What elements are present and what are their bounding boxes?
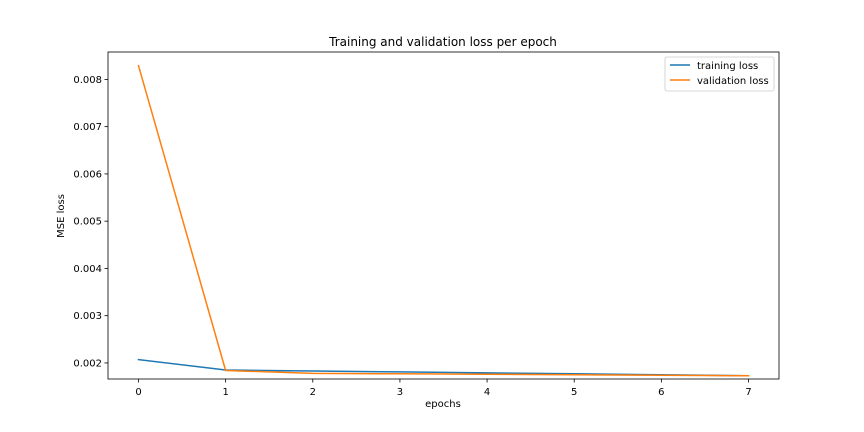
legend-label-validation-loss: validation loss	[697, 76, 769, 87]
series-layer	[137, 64, 750, 377]
series-line-validation-loss	[137, 64, 750, 377]
x-tick-label: 1	[222, 387, 228, 398]
y-axis-label: MSE loss	[56, 194, 67, 238]
y-tick-label: 0.008	[73, 75, 102, 86]
x-axis: 0 1 2 3 4 5 6 7	[135, 379, 752, 398]
x-tick-label: 3	[397, 387, 403, 398]
x-tick-label: 0	[135, 387, 141, 398]
y-tick-label: 0.005	[73, 217, 102, 228]
x-tick-label: 4	[484, 387, 490, 398]
x-tick-label: 7	[745, 387, 751, 398]
x-tick-label: 2	[310, 387, 316, 398]
y-tick-label: 0.004	[73, 264, 102, 275]
legend-box	[664, 56, 775, 92]
chart-title: Training and validation loss per epoch	[328, 35, 557, 49]
x-tick-label: 5	[571, 387, 577, 398]
y-axis: 0.002 0.003 0.004 0.005 0.006 0.007 0.008	[73, 75, 108, 369]
legend-label-training-loss: training loss	[697, 61, 758, 72]
y-tick-label: 0.006	[73, 169, 102, 180]
axes-frame	[107, 51, 780, 380]
legend: training loss validation loss	[664, 56, 775, 92]
y-tick-label: 0.007	[73, 122, 102, 133]
y-tick-label: 0.002	[73, 358, 102, 369]
x-tick-label: 6	[658, 387, 664, 398]
y-tick-label: 0.003	[73, 311, 102, 322]
plot-area	[107, 51, 780, 380]
x-axis-label: epochs	[425, 399, 461, 410]
